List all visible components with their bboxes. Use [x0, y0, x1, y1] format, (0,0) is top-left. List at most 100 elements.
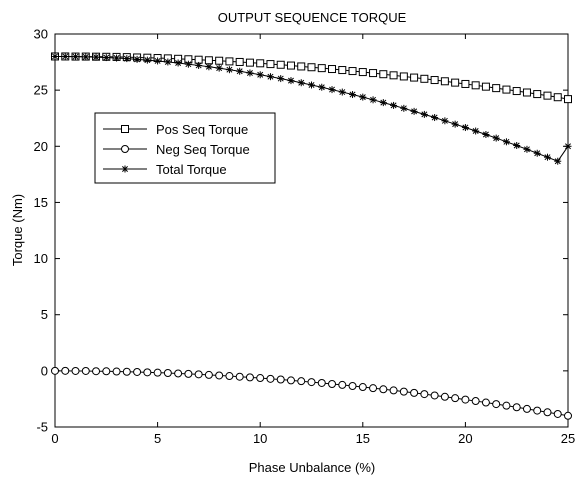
x-tick-label: 15	[356, 431, 370, 446]
data-point-circle	[481, 398, 490, 407]
data-point-circle	[379, 385, 388, 394]
data-point-asterisk	[338, 88, 346, 96]
data-point-circle	[512, 403, 521, 412]
data-point-asterisk	[133, 55, 141, 63]
data-point-circle	[102, 367, 111, 376]
data-point-square	[256, 59, 265, 68]
data-point-circle	[389, 386, 398, 395]
data-point-asterisk	[461, 124, 469, 132]
data-point-asterisk	[246, 69, 254, 77]
data-point-circle	[81, 366, 90, 375]
y-tick-label: 20	[34, 139, 48, 154]
data-point-circle	[184, 369, 193, 378]
data-point-asterisk	[308, 81, 315, 89]
series-asterisk	[51, 52, 572, 165]
data-point-asterisk	[174, 59, 182, 67]
data-point-square	[430, 76, 439, 85]
data-point-circle	[553, 409, 562, 418]
data-point-circle	[163, 368, 172, 377]
data-point-asterisk	[225, 66, 233, 74]
data-point-asterisk	[492, 134, 500, 142]
data-point-circle	[194, 370, 203, 379]
data-point-square	[358, 68, 367, 77]
data-point-square	[369, 69, 378, 78]
data-point-asterisk	[564, 142, 572, 150]
data-point-circle	[564, 411, 572, 420]
data-point-square	[245, 58, 254, 67]
data-point-asterisk	[328, 86, 336, 94]
data-point-asterisk	[121, 165, 129, 173]
data-point-asterisk	[184, 60, 192, 68]
data-point-circle	[440, 392, 449, 401]
legend-item: Pos Seq Torque	[103, 122, 248, 137]
data-point-circle	[430, 391, 439, 400]
data-point-circle	[338, 380, 347, 389]
data-point-square	[512, 87, 521, 96]
data-point-asterisk	[451, 120, 459, 128]
data-point-asterisk	[72, 53, 80, 61]
data-point-circle	[204, 370, 213, 379]
data-point-circle	[533, 406, 542, 415]
data-point-circle	[502, 401, 511, 410]
data-point-asterisk	[533, 149, 541, 157]
data-point-circle	[543, 408, 552, 417]
legend-label: Neg Seq Torque	[156, 142, 250, 157]
data-point-square	[492, 84, 501, 93]
data-point-asterisk	[143, 56, 151, 64]
data-point-circle	[492, 400, 501, 409]
data-point-square	[481, 82, 490, 91]
series-circle	[51, 366, 572, 420]
data-point-asterisk	[215, 64, 223, 72]
y-tick-label: 30	[34, 27, 48, 42]
data-point-square	[440, 77, 449, 86]
legend: Pos Seq Torque Neg Seq Torque Total Torque	[94, 112, 276, 184]
data-point-circle	[328, 379, 337, 388]
data-point-square	[235, 57, 244, 66]
data-point-square	[502, 85, 511, 94]
data-point-circle	[369, 384, 378, 393]
data-point-circle	[276, 375, 285, 384]
data-point-square	[225, 57, 234, 66]
data-point-asterisk	[431, 114, 439, 122]
y-tick-label: 10	[34, 251, 48, 266]
data-point-square	[379, 70, 388, 79]
data-point-asterisk	[236, 67, 244, 75]
x-axis-label: Phase Unbalance (%)	[249, 460, 375, 475]
legend-item: Neg Seq Torque	[103, 142, 250, 157]
data-point-square	[451, 78, 460, 87]
data-point-square	[420, 74, 429, 83]
data-point-asterisk	[482, 130, 490, 138]
data-point-asterisk	[513, 141, 521, 149]
x-tick-label: 10	[253, 431, 267, 446]
data-point-asterisk	[543, 153, 551, 161]
data-point-asterisk	[318, 83, 326, 91]
data-point-asterisk	[266, 73, 274, 81]
data-point-circle	[51, 366, 59, 375]
data-point-asterisk	[256, 71, 264, 79]
data-point-circle	[399, 387, 408, 396]
legend-label: Total Torque	[156, 162, 227, 177]
data-point-asterisk	[502, 138, 510, 146]
data-point-square	[338, 66, 347, 75]
data-point-asterisk	[390, 101, 398, 109]
data-point-square	[276, 60, 285, 69]
data-point-circle	[461, 395, 470, 404]
data-point-asterisk	[205, 63, 213, 71]
data-point-circle	[235, 372, 244, 381]
data-point-circle	[256, 374, 265, 383]
data-point-square	[399, 72, 408, 81]
data-point-circle	[71, 366, 80, 375]
data-point-asterisk	[287, 77, 295, 85]
data-point-circle	[522, 404, 531, 413]
data-point-square	[553, 93, 562, 102]
data-point-square	[204, 56, 213, 65]
data-point-asterisk	[92, 53, 100, 61]
data-point-asterisk	[113, 54, 121, 62]
data-point-square	[410, 73, 419, 82]
data-point-circle	[143, 368, 152, 377]
data-point-circle	[215, 371, 224, 380]
data-point-square	[317, 64, 326, 73]
data-point-square	[348, 67, 357, 76]
